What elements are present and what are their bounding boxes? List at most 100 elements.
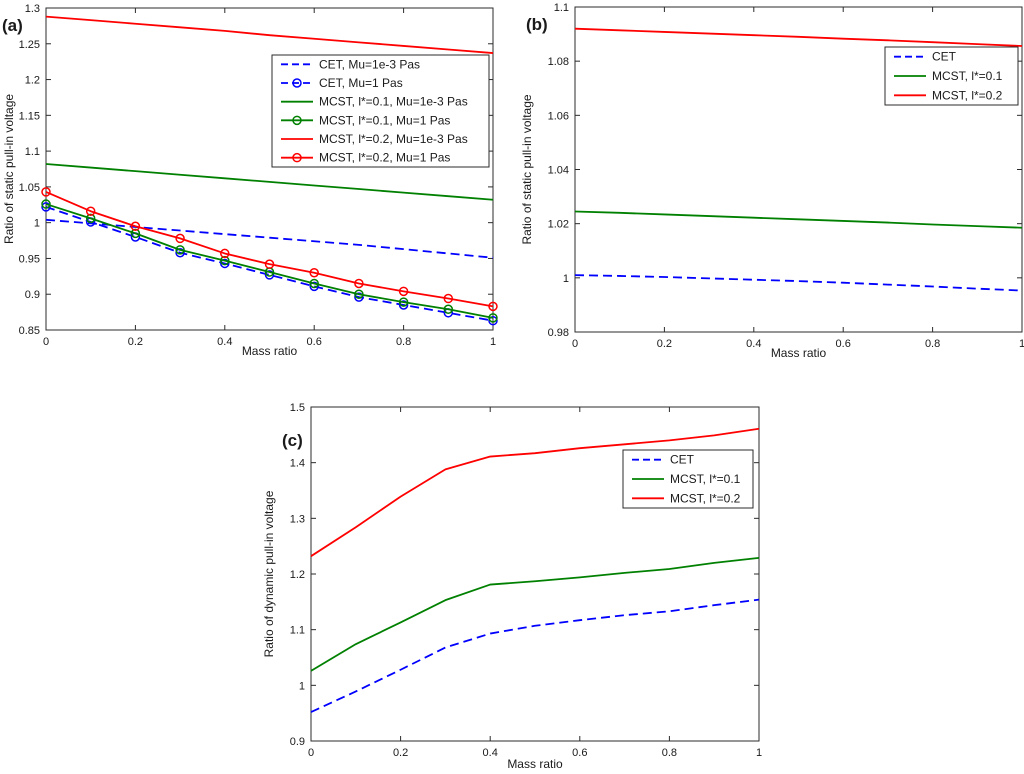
- legend-entry-label: CET, Mu=1 Pas: [319, 76, 403, 90]
- legend-entry-label: CET: [932, 50, 957, 64]
- circle-marker: [488, 313, 498, 323]
- series-line: [45, 218, 494, 259]
- x-tick-label: 0.4: [217, 336, 232, 348]
- x-tick-label: 0.4: [483, 747, 498, 759]
- series-markers: [41, 187, 498, 312]
- x-axis: [310, 407, 760, 741]
- x-tick-label: 0.4: [746, 338, 761, 350]
- legend-marker-sample: [292, 152, 302, 163]
- series-line: [574, 274, 1023, 292]
- chart-a-static-pullin-viscosity: 0 0.2 0.4 0.6 0.8 1 0.85 0.9 0.95 1 1.05 1.1 1.15 1.2…: [2, 3, 498, 358]
- x-tick-label: 0.8: [925, 338, 940, 350]
- circle-marker: [175, 245, 185, 255]
- circle-marker: [398, 300, 409, 310]
- circle-marker: [220, 248, 230, 259]
- legend-entry-label: MCST, l*=0.1: [932, 69, 1003, 83]
- y-axis-label: Ratio of static pull-in voltage: [2, 94, 16, 244]
- series-line: [45, 206, 494, 322]
- x-tick-label: 0.6: [836, 338, 851, 350]
- y-axis-label: Ratio of static pull-in voltage: [520, 94, 534, 244]
- legend: CET, Mu=1e-3 Pas CET, Mu=1 Pas MCST, l*=0.…: [271, 54, 490, 168]
- y-tick-label: 1.1: [25, 146, 40, 158]
- legend-entry-label: MCST, l*=0.2: [932, 88, 1003, 102]
- series-line: [574, 210, 1023, 229]
- x-tick-label: 0.8: [662, 747, 677, 759]
- circle-marker: [309, 278, 319, 289]
- circle-marker: [175, 247, 185, 258]
- y-tick-label: 0.85: [19, 325, 40, 337]
- legend: CET MCST, l*=0.1 MCST, l*=0.2: [884, 46, 1019, 106]
- circle-marker: [354, 278, 364, 289]
- x-axis: [45, 8, 494, 330]
- panel-label: (a): [2, 16, 23, 35]
- y-tick-label: 1.04: [548, 165, 569, 177]
- x-tick-label: 0.8: [396, 336, 411, 348]
- legend-marker-sample: [292, 115, 302, 126]
- y-tick-label: 1.2: [25, 75, 40, 87]
- circle-marker: [220, 258, 230, 269]
- chart-c-dynamic-pullin: 0 0.2 0.4 0.6 0.8 1 0.9 1 1.1 1.2 1.3 1.4 1.5 Mass ra…: [262, 402, 762, 771]
- legend: CET MCST, l*=0.1 MCST, l*=0.2: [622, 449, 754, 509]
- y-axis: [311, 406, 759, 742]
- circle-marker: [309, 281, 319, 292]
- y-axis: [575, 6, 1022, 333]
- y-tick-label: 1.4: [290, 458, 305, 470]
- series-markers: [41, 199, 498, 323]
- y-tick-label: 1.3: [25, 3, 40, 15]
- circle-marker: [398, 297, 409, 307]
- x-axis-label: Mass ratio: [242, 344, 298, 358]
- panel-label: (b): [526, 15, 548, 34]
- circle-marker: [354, 289, 364, 299]
- x-tick-label: 0.2: [657, 338, 672, 350]
- x-tick-label: 0: [43, 336, 49, 348]
- circle-marker: [488, 301, 498, 312]
- circle-marker: [220, 255, 230, 266]
- x-tick-label: 0: [308, 747, 314, 759]
- y-tick-label: 1.08: [548, 56, 569, 68]
- circle-marker: [130, 221, 141, 231]
- x-tick-label: 1: [756, 747, 762, 759]
- y-tick-label: 1.15: [19, 110, 40, 122]
- y-tick-label: 1.5: [290, 402, 305, 414]
- legend-entry-label: MCST, l*=0.1, Mu=1e-3 Pas: [319, 95, 468, 109]
- y-tick-label: 0.98: [548, 327, 569, 339]
- y-tick-label: 1: [563, 273, 569, 285]
- series-line: [310, 598, 760, 713]
- circle-marker: [443, 293, 454, 304]
- y-tick-label: 0.95: [19, 253, 40, 265]
- legend-entry-label: CET, Mu=1e-3 Pas: [319, 57, 420, 71]
- legend-entry-label: MCST, l*=0.2, Mu=1 Pas: [319, 151, 450, 165]
- series-line: [574, 27, 1023, 47]
- circle-marker: [264, 259, 275, 269]
- circle-marker: [41, 199, 51, 209]
- circle-marker: [354, 292, 364, 302]
- y-tick-label: 0.9: [25, 289, 40, 301]
- legend-entry-label: MCST, l*=0.1, Mu=1 Pas: [319, 113, 450, 127]
- y-tick-label: 1: [34, 218, 40, 230]
- circle-marker: [443, 304, 454, 314]
- x-tick-label: 0: [572, 338, 578, 350]
- x-tick-label: 0.6: [572, 747, 587, 759]
- x-tick-label: 1: [490, 336, 496, 348]
- series-line: [45, 15, 494, 54]
- circle-marker: [175, 233, 185, 244]
- circle-marker: [85, 206, 96, 216]
- x-axis-label: Mass ratio: [507, 757, 563, 771]
- x-tick-label: 1: [1019, 338, 1024, 350]
- circle-marker: [85, 213, 96, 224]
- y-tick-label: 1.1: [290, 625, 305, 637]
- series-line: [45, 191, 494, 308]
- y-tick-label: 0.9: [290, 736, 305, 748]
- series-line: [310, 556, 760, 672]
- circle-marker: [309, 268, 319, 278]
- legend-entry-label: MCST, l*=0.2: [670, 491, 741, 505]
- chart-b-static-pullin: 0 0.2 0.4 0.6 0.8 1 0.98 1 1.02 1.04 1.06 1.08 1.1 Ma…: [520, 2, 1024, 360]
- x-tick-label: 0.6: [307, 336, 322, 348]
- y-tick-label: 1.1: [554, 2, 569, 14]
- y-tick-label: 1.05: [19, 182, 40, 194]
- legend-entry-label: MCST, l*=0.1: [670, 472, 741, 486]
- x-axis: [574, 7, 1023, 332]
- circle-marker: [130, 228, 141, 239]
- circle-marker: [41, 187, 51, 197]
